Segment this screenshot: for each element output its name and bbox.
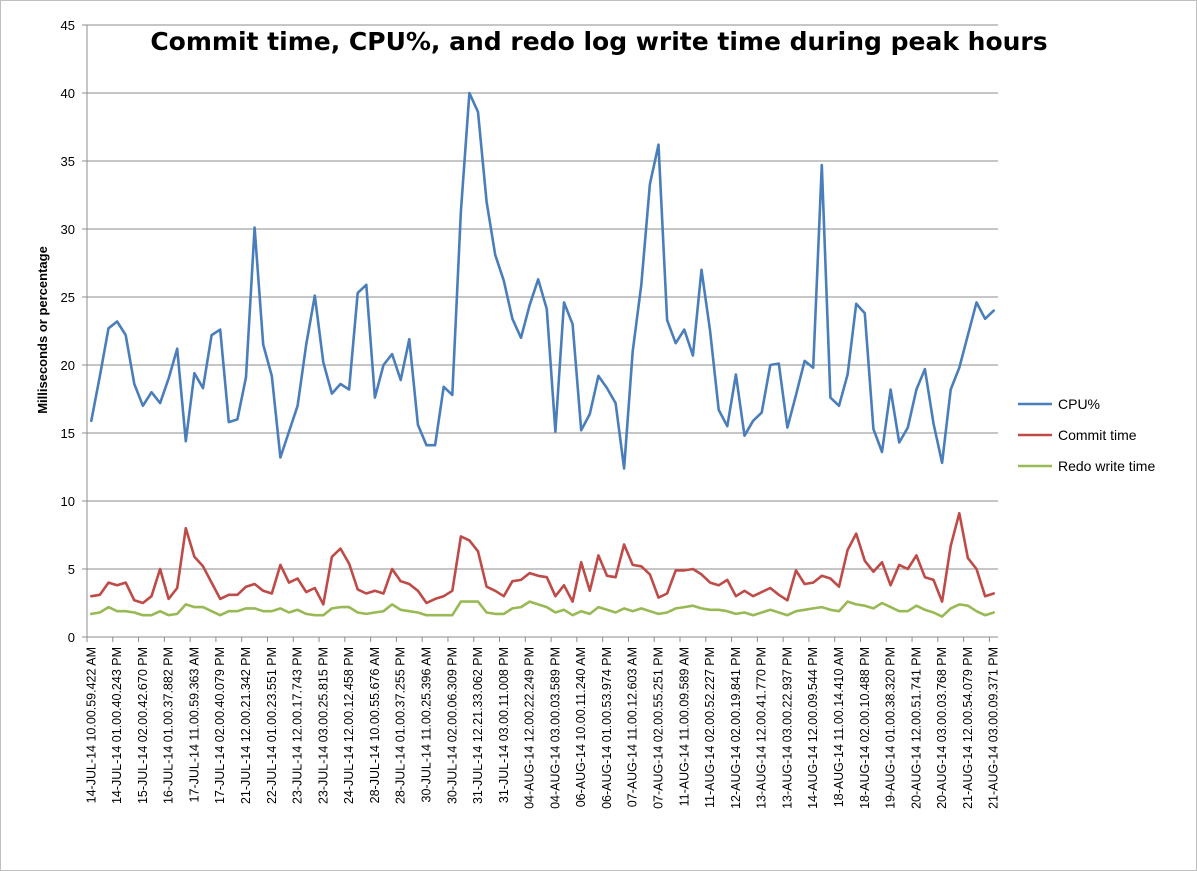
x-tick-label: 06-AUG-14 10.00.11.240 AM: [574, 647, 588, 807]
x-tick-label: 21-AUG-14 12.00.54.079 PM: [961, 647, 975, 809]
y-axis-label: Milliseconds or percentage: [35, 246, 50, 414]
x-tick-label: 11-AUG-14 02.00.52.227 PM: [703, 647, 717, 808]
x-tick-label: 11-AUG-14 11.00.09.589 AM: [677, 647, 691, 806]
x-tick-label: 15-JUL-14 02.00.42.670 PM: [136, 647, 150, 804]
y-tick-label: 0: [68, 630, 75, 645]
legend: CPU% Commit time Redo write time: [1018, 396, 1155, 474]
x-tick-label: 19-AUG-14 01.00.38.320 PM: [884, 647, 898, 809]
x-tick-label: 18-AUG-14 02.00.10.488 PM: [858, 647, 872, 809]
series-line-commit-time: [90, 511, 996, 606]
legend-label: Commit time: [1058, 427, 1137, 443]
x-tick-label: 28-JUL-14 01.00.37.255 PM: [394, 647, 408, 804]
y-tick-label: 15: [61, 426, 75, 441]
x-tick-label: 04-AUG-14 03.00.03.589 PM: [548, 647, 562, 809]
x-tick-label: 28-JUL-14 10.00.55.676 AM: [368, 647, 382, 803]
axes: [82, 24, 998, 642]
x-tick-label: 07-AUG-14 02.00.55.251 PM: [652, 647, 666, 809]
x-tick-label: 13-AUG-14 12.00.41.770 PM: [755, 647, 769, 809]
y-tick-label: 45: [61, 18, 75, 33]
x-tick-label: 31-JUL-14 03.00.11.008 PM: [497, 647, 511, 803]
series-line-cpu: [90, 91, 996, 470]
y-tick-label: 20: [61, 358, 75, 373]
x-tick-label: 23-JUL-14 12.00.17.743 PM: [291, 647, 305, 804]
x-tick-label: 21-AUG-14 03.00.09.371 PM: [987, 647, 1001, 809]
x-tick-label: 13-AUG-14 03.00.22.937 PM: [780, 647, 794, 809]
series-line-redo-write-time: [90, 600, 996, 618]
x-tick-label: 31-JUL-14 12.21.33.062 PM: [471, 647, 485, 804]
x-tick-label: 20-AUG-14 03.00.03.768 PM: [935, 647, 949, 809]
y-tick-label: 25: [61, 290, 75, 305]
x-tick-label: 21-JUL-14 12.00.21.342 PM: [239, 647, 253, 804]
x-tick-label: 30-JUL-14 11.00.25.396 AM: [419, 647, 433, 802]
x-tick-label: 06-AUG-14 01.00.53.974 PM: [600, 647, 614, 809]
x-axis-tick-labels: 14-JUL-14 10.00.59.422 AM 14-JUL-14 01.00…: [84, 647, 1000, 809]
x-tick-label: 04-AUG-14 12.00.22.249 PM: [523, 647, 537, 809]
x-tick-label: 17-JUL-14 02.00.40.079 PM: [213, 647, 227, 804]
x-tick-label: 18-AUG-14 11.00.14.410 AM: [832, 647, 846, 807]
x-tick-label: 20-AUG-14 12.00.51.741 PM: [909, 647, 923, 809]
x-tick-label: 14-AUG-14 12.00.09.544 PM: [806, 647, 820, 809]
x-tick-label: 30-JUL-14 02.00.06.309 PM: [445, 647, 459, 804]
x-tick-label: 22-JUL-14 01.00.23.551 PM: [265, 647, 279, 804]
x-tick-label: 14-JUL-14 01.00.40.243 PM: [110, 647, 124, 804]
y-tick-label: 5: [68, 562, 75, 577]
x-tick-label: 24-JUL-14 12.00.12.458 PM: [342, 647, 356, 804]
legend-label: CPU%: [1058, 396, 1100, 412]
y-tick-label: 10: [61, 494, 75, 509]
x-tick-label: 14-JUL-14 10.00.59.422 AM: [84, 647, 98, 803]
x-tick-label: 16-JUL-14 01.00.37.882 PM: [162, 647, 176, 804]
x-tick-label: 07-AUG-14 11.00.12.603 AM: [626, 647, 640, 807]
y-tick-label: 40: [61, 86, 75, 101]
y-tick-label: 30: [61, 222, 75, 237]
x-tick-label: 12-AUG-14 02.00.19.841 PM: [729, 647, 743, 809]
chart-title: Commit time, CPU%, and redo log write ti…: [150, 27, 1047, 56]
x-tick-label: 23-JUL-14 03.00.25.815 PM: [316, 647, 330, 804]
gridlines: [87, 24, 998, 570]
series-lines: [90, 91, 996, 618]
x-tick-label: 17-JUL-14 11.00.59.363 AM: [187, 647, 201, 802]
y-axis-tick-labels: 0 5 10 15 20 25 30 35 40 45: [61, 18, 75, 645]
legend-label: Redo write time: [1058, 458, 1155, 474]
y-tick-label: 35: [61, 154, 75, 169]
